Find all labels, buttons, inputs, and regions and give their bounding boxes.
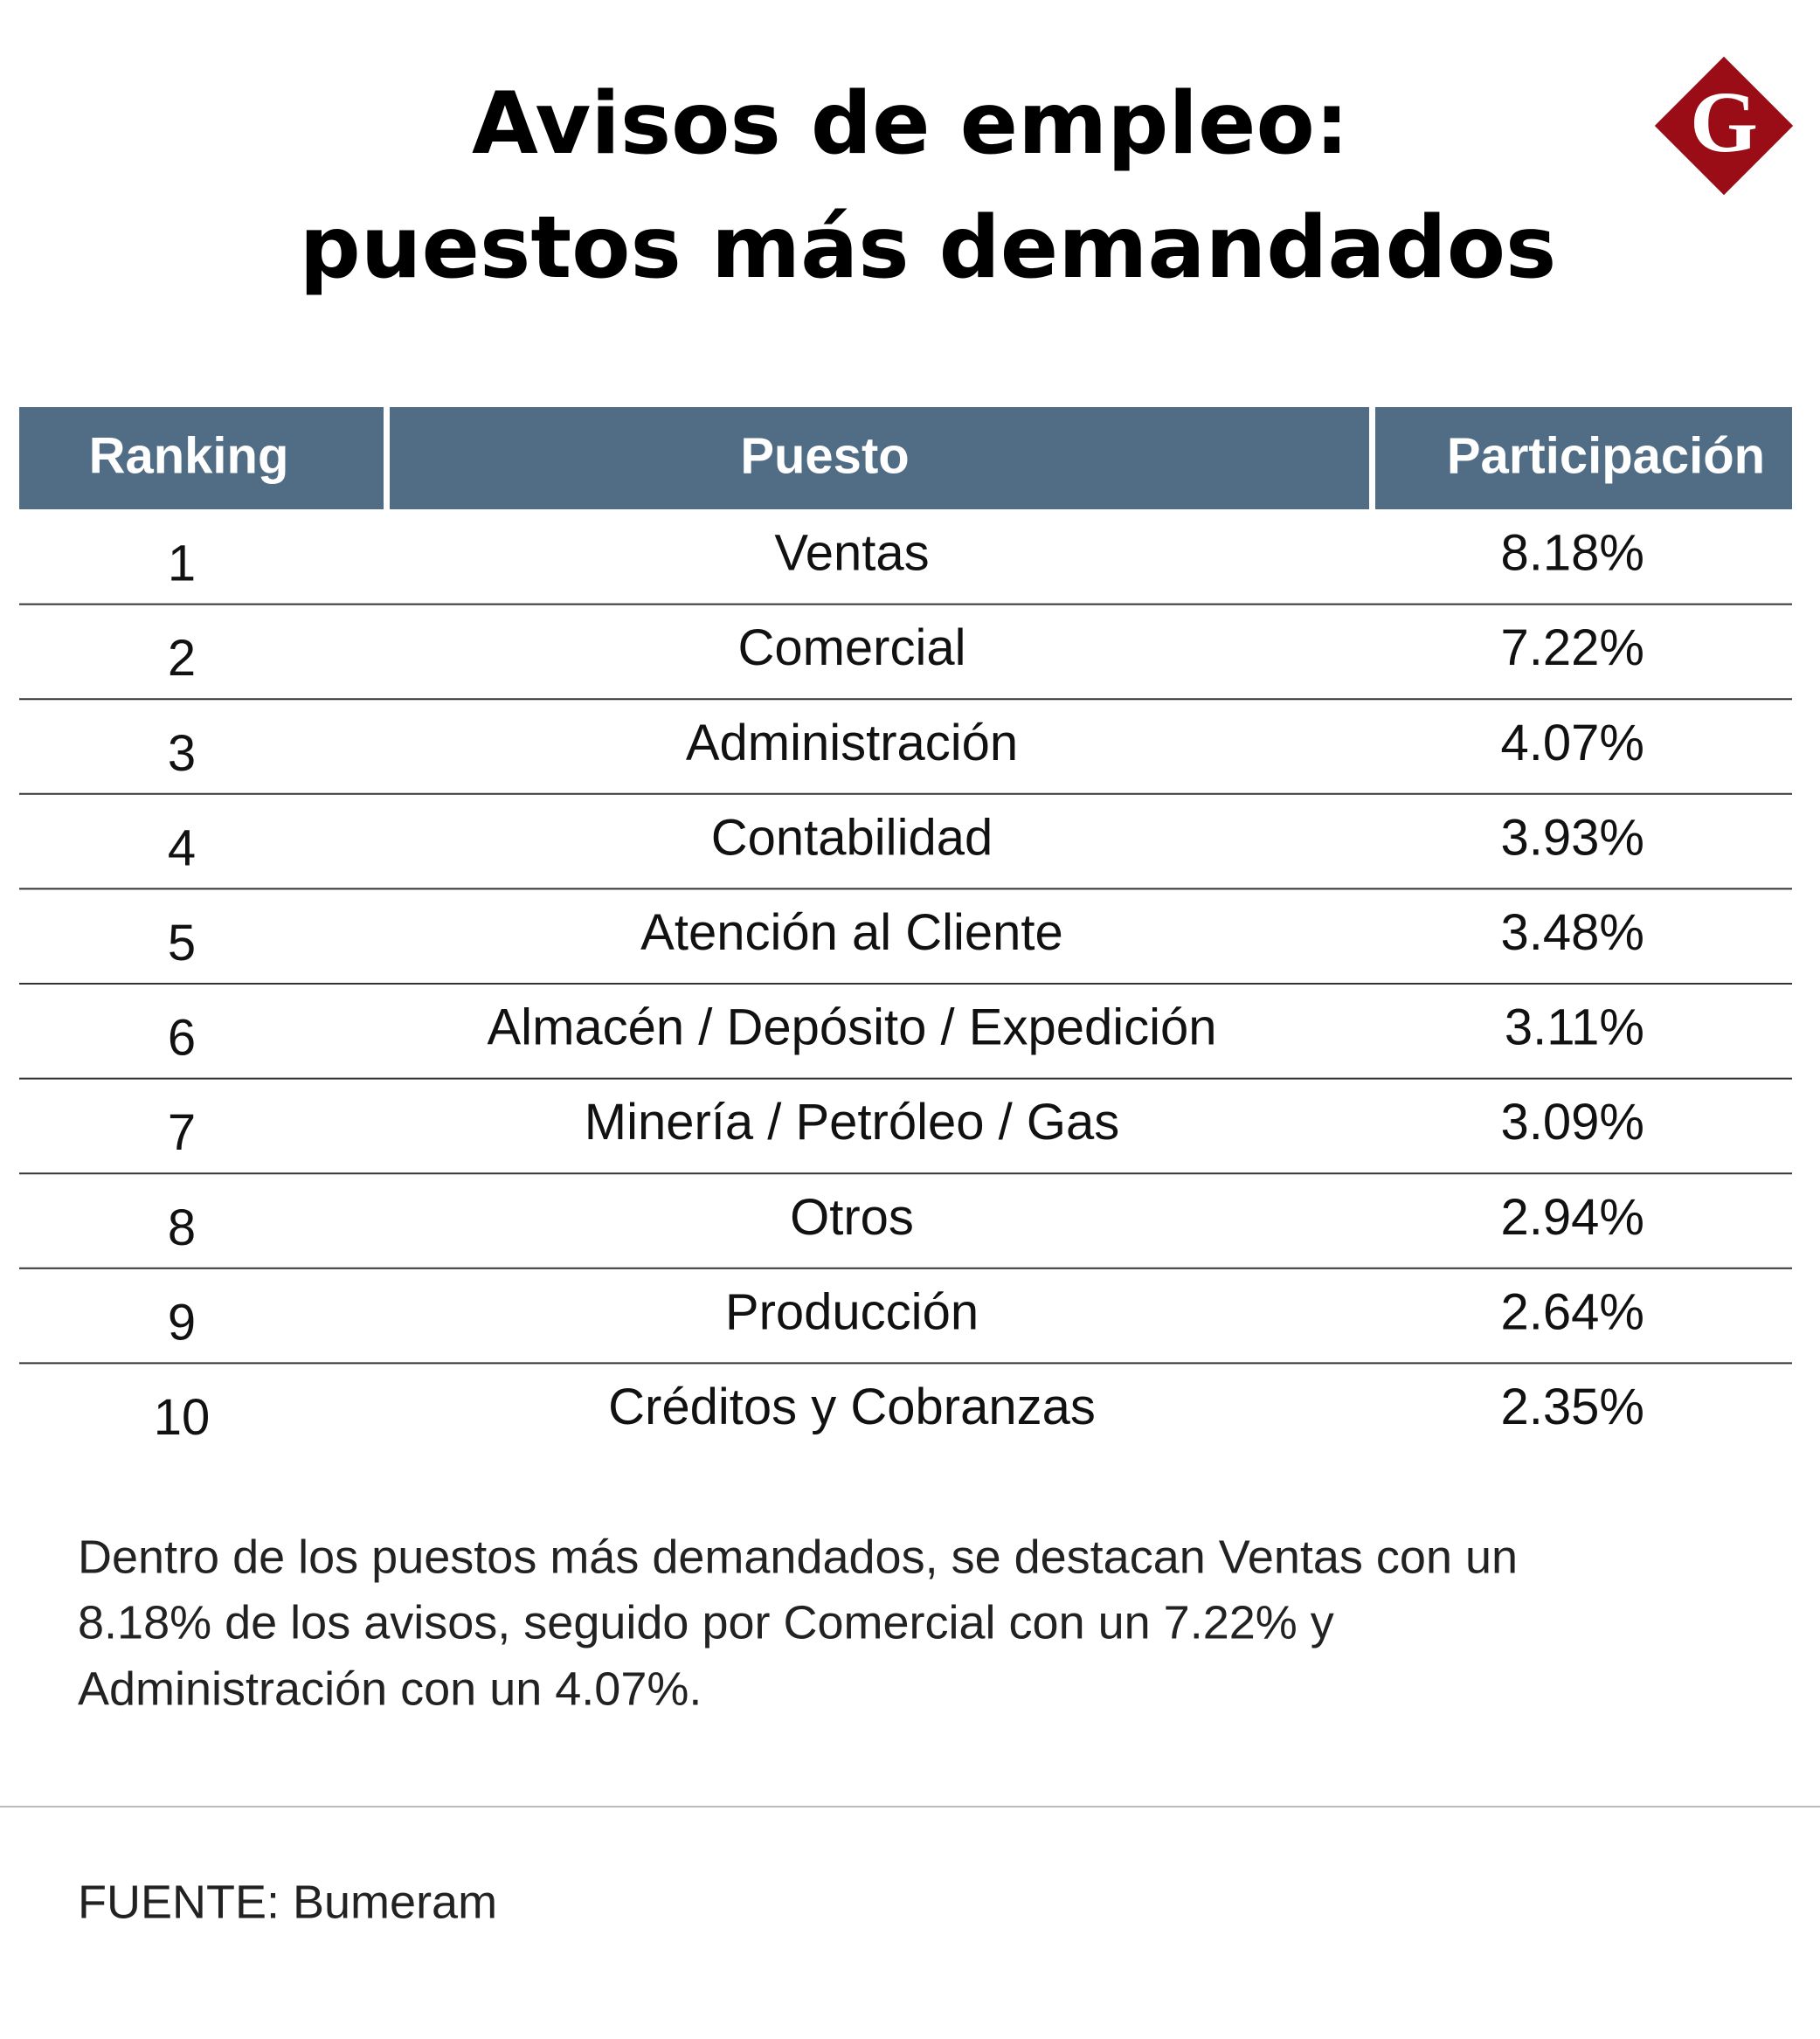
position-cell: Ventas bbox=[774, 525, 929, 582]
note-line: Dentro de los puestos más demandados, se… bbox=[78, 1531, 1518, 1583]
header-cell bbox=[19, 407, 384, 509]
rank-cell: 7 bbox=[168, 1104, 196, 1161]
rank-cell: 3 bbox=[168, 725, 196, 782]
position-cell: Comercial bbox=[737, 619, 965, 676]
header-cell bbox=[1375, 407, 1792, 509]
rank-cell: 1 bbox=[168, 536, 196, 592]
logo-letter: G bbox=[1690, 73, 1758, 170]
rank-cell: 6 bbox=[168, 1010, 196, 1067]
position-cell: Almacén / Depósito / Expedición bbox=[488, 999, 1217, 1056]
share-cell: 3.93% bbox=[1501, 809, 1644, 866]
share-cell: 4.07% bbox=[1501, 715, 1644, 771]
position-cell: Producción bbox=[725, 1283, 979, 1340]
share-cell: 7.22% bbox=[1501, 619, 1644, 676]
header-label: Participación bbox=[1447, 427, 1765, 484]
rank-cell: 4 bbox=[168, 819, 196, 876]
position-cell: Atención al Cliente bbox=[640, 904, 1063, 961]
position-cell: Contabilidad bbox=[711, 809, 993, 866]
rank-cell: 2 bbox=[168, 630, 196, 687]
table-header: Ranking Puesto Participación bbox=[19, 407, 1792, 509]
note-line: 8.18% de los avisos, seguido por Comerci… bbox=[78, 1596, 1334, 1648]
table-body: 1 Ventas 8.18% 2 Comercial 7.22% 3 Administraci… bbox=[19, 525, 1792, 1446]
rank-cell: 9 bbox=[168, 1294, 196, 1351]
position-cell: Créditos y Cobranzas bbox=[608, 1379, 1096, 1435]
share-cell: 2.35% bbox=[1501, 1379, 1644, 1435]
share-cell: 3.11% bbox=[1505, 999, 1644, 1056]
share-cell: 2.64% bbox=[1501, 1283, 1644, 1340]
position-cell: Minería / Petróleo / Gas bbox=[585, 1094, 1119, 1151]
share-cell: 2.94% bbox=[1501, 1189, 1644, 1246]
share-cell: 8.18% bbox=[1501, 525, 1644, 582]
share-cell: 3.09% bbox=[1501, 1094, 1644, 1151]
rank-cell: 8 bbox=[168, 1199, 196, 1256]
note-line: Administración con un 4.07%. bbox=[78, 1662, 702, 1715]
title-line: puestos más demandados bbox=[300, 198, 1557, 298]
header-label: Puesto bbox=[740, 427, 909, 484]
rank-cell: 5 bbox=[168, 915, 196, 971]
rank-cell: 10 bbox=[154, 1389, 211, 1446]
position-cell: Administración bbox=[686, 715, 1018, 771]
logo: G bbox=[1654, 56, 1794, 196]
header-cell bbox=[390, 407, 1369, 509]
header-label: Ranking bbox=[89, 427, 289, 484]
share-cell: 3.48% bbox=[1501, 904, 1644, 961]
source: FUENTE: Bumeram bbox=[78, 1876, 497, 1928]
title-line: Avisos de empleo: bbox=[472, 74, 1349, 174]
position-cell: Otros bbox=[790, 1189, 914, 1246]
